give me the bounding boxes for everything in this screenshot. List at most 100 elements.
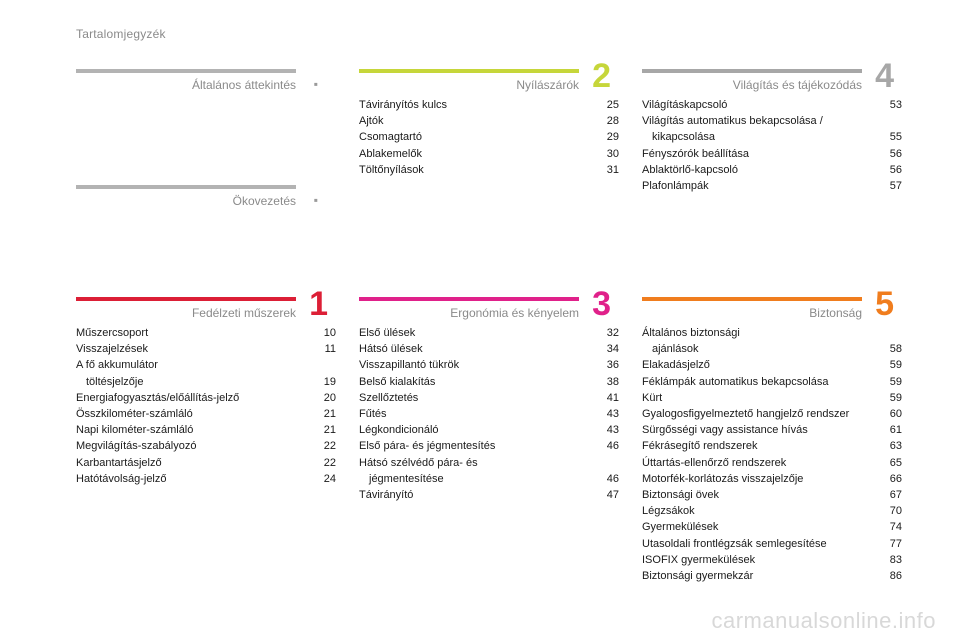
- toc-entry[interactable]: ISOFIX gyermekülések 83: [642, 552, 902, 568]
- toc-entry[interactable]: Távirányító 47: [359, 487, 619, 503]
- toc-entry[interactable]: Világítás automatikus bekapcsolása / kika…: [642, 113, 902, 145]
- toc-entry[interactable]: Hátsó ülések 34: [359, 341, 619, 357]
- toc-entry[interactable]: A fő akkumulátor töltésjelzője 19: [76, 357, 336, 389]
- section-ergonomia: Ergonómia és kényelem 3 Első ülések 32 Hátsó…: [359, 287, 619, 503]
- chapter-number: 2: [592, 57, 611, 95]
- section-altalanos: Általános áttekintés ▪: [76, 69, 336, 93]
- toc-page-number: 32: [606, 327, 619, 339]
- section-title: Biztonság: [809, 306, 862, 320]
- section-header: Ergonómia és kényelem 3: [359, 287, 619, 321]
- toc-entry[interactable]: Elakadásjelző 59: [642, 357, 902, 373]
- toc-entry-label: Elakadásjelző: [642, 359, 710, 372]
- toc-entry-label-cont: töltésjelzője: [86, 375, 144, 388]
- chapter-number: 4: [875, 57, 894, 95]
- toc-entry[interactable]: Visszapillantó tükrök 36: [359, 357, 619, 373]
- toc-entry[interactable]: Ablakemelők 30: [359, 146, 619, 162]
- toc-page-number: 53: [889, 99, 902, 111]
- toc-entry[interactable]: Szellőztetés 41: [359, 390, 619, 406]
- toc-entry[interactable]: Légkondicionáló 43: [359, 422, 619, 438]
- toc-page-number: 60: [889, 408, 902, 421]
- toc-entry[interactable]: Sürgősségi vagy assistance hívás 61: [642, 422, 902, 438]
- section-header: Általános áttekintés ▪: [76, 73, 336, 93]
- toc-entry-label-cont: jégmentesítése: [369, 472, 444, 485]
- section-title: Nyílászárók: [516, 78, 579, 92]
- toc-page-number: 43: [606, 408, 619, 421]
- toc-entry[interactable]: Féklámpák automatikus bekapcsolása 59: [642, 374, 902, 390]
- toc-entry-label: Biztonsági gyermekzár: [642, 570, 754, 583]
- toc-entry[interactable]: Gyalogosfigyelmeztető hangjelző rendszer…: [642, 406, 902, 422]
- toc-page-number: 21: [323, 424, 336, 437]
- toc-entry-label: Szellőztetés: [359, 391, 419, 404]
- toc-entry[interactable]: Első pára- és jégmentesítés 46: [359, 438, 619, 454]
- toc-entry[interactable]: Ablaktörlő-kapcsoló 56: [642, 162, 902, 178]
- toc-entry[interactable]: Energiafogyasztás/előállítás-jelző 20: [76, 390, 336, 406]
- toc-entry-label: Világítás automatikus bekapcsolása /: [642, 115, 823, 128]
- toc-page-number: 59: [889, 375, 902, 388]
- section-header: Fedélzeti műszerek 1: [76, 287, 336, 321]
- toc-entry-label: Fényszórók beállítása: [642, 147, 749, 160]
- toc-page-number: 46: [606, 440, 619, 453]
- toc-page-number: 47: [606, 489, 619, 502]
- toc-page-number: 66: [889, 472, 902, 485]
- toc-entry-label: Plafonlámpák: [642, 180, 709, 193]
- toc-entry[interactable]: Általános biztonsági ajánlások 58: [642, 325, 902, 357]
- section-biztonsag: Biztonság 5 Általános biztonsági ajánlások 5…: [642, 287, 902, 584]
- toc-entry[interactable]: Visszajelzések 11: [76, 341, 336, 357]
- section-title: Általános áttekintés: [191, 78, 296, 92]
- toc-entry[interactable]: Karbantartásjelző 22: [76, 455, 336, 471]
- toc-entry[interactable]: Csomagtartó 29: [359, 129, 619, 145]
- toc-entry[interactable]: Úttartás-ellenőrző rendszerek 65: [642, 455, 902, 471]
- toc-page-number: 20: [323, 391, 336, 404]
- toc-entry-label: Légzsákok: [642, 505, 695, 518]
- toc-entry[interactable]: Légzsákok 70: [642, 503, 902, 519]
- toc-entry[interactable]: Fűtés 43: [359, 406, 619, 422]
- toc-entry[interactable]: Gyermekülések 74: [642, 519, 902, 535]
- toc-page-number: 58: [889, 343, 902, 356]
- toc-entry[interactable]: Távirányítós kulcs 25: [359, 97, 619, 113]
- section-title: Ökovezetés: [232, 194, 296, 208]
- toc-entry[interactable]: Első ülések 32: [359, 325, 619, 341]
- toc-entry[interactable]: Utasoldali frontlégzsák semlegesítése 77: [642, 536, 902, 552]
- toc-entry-label: Légkondicionáló: [359, 424, 439, 437]
- toc-entry[interactable]: Plafonlámpák 57: [642, 178, 902, 194]
- toc-entry-label: Ablaktörlő-kapcsoló: [642, 163, 738, 176]
- toc-entry[interactable]: Ajtók 28: [359, 113, 619, 129]
- toc-entry[interactable]: Motorfék-korlátozás visszajelzője 66: [642, 471, 902, 487]
- toc-page-number: 36: [606, 359, 619, 372]
- section-title: Fedélzeti műszerek: [191, 306, 296, 320]
- toc-entry-label: Biztonsági övek: [642, 489, 720, 502]
- toc-entry[interactable]: Biztonsági övek 67: [642, 487, 902, 503]
- toc-list: Világításkapcsoló 53 Világítás automatikus…: [642, 97, 902, 194]
- toc-entry-label: Csomagtartó: [359, 131, 422, 144]
- section-fedelzeti: Fedélzeti műszerek 1 Műszercsoport 10 Vissza…: [76, 287, 336, 487]
- toc-entry-label: Visszajelzések: [76, 343, 148, 356]
- toc-entry[interactable]: Hátsó szélvédő pára- és jégmentesítése 46: [359, 455, 619, 487]
- section-title: Ergonómia és kényelem: [450, 306, 579, 320]
- toc-page-number: 63: [889, 440, 902, 453]
- toc-entry-label: Gyalogosfigyelmeztető hangjelző rendszer: [642, 408, 850, 421]
- toc-entry[interactable]: Megvilágítás-szabályozó 22: [76, 438, 336, 454]
- toc-entry[interactable]: Napi kilométer-számláló 21: [76, 422, 336, 438]
- toc-entry[interactable]: Összkilométer-számláló 21: [76, 406, 336, 422]
- toc-entry[interactable]: Töltőnyílások 31: [359, 162, 619, 178]
- chapter-number: 5: [875, 285, 894, 323]
- toc-page-number: 77: [889, 537, 902, 550]
- toc-page-number: 55: [889, 131, 902, 144]
- toc-entry[interactable]: Világításkapcsoló 53: [642, 97, 902, 113]
- toc-entry[interactable]: Kürt 59: [642, 390, 902, 406]
- toc-entry[interactable]: Fékrásegítő rendszerek 63: [642, 438, 902, 454]
- toc-page-number: 28: [606, 115, 619, 128]
- toc-entry-label: Általános biztonsági: [642, 327, 740, 339]
- toc-entry[interactable]: Műszercsoport 10: [76, 325, 336, 341]
- toc-entry-label: Hatótávolság-jelző: [76, 472, 167, 485]
- toc-entry[interactable]: Belső kialakítás 38: [359, 374, 619, 390]
- section-header: Világítás és tájékozódás 4: [642, 59, 902, 93]
- toc-entry-label: Ajtók: [359, 115, 384, 128]
- toc-entry-label: Összkilométer-számláló: [76, 408, 193, 421]
- toc-page-number: 67: [889, 489, 902, 502]
- toc-entry[interactable]: Fényszórók beállítása 56: [642, 146, 902, 162]
- toc-entry-label: Távirányítós kulcs: [359, 99, 448, 111]
- toc-entry[interactable]: Biztonsági gyermekzár 86: [642, 568, 902, 584]
- toc-entry-label: Karbantartásjelző: [76, 456, 162, 469]
- toc-entry[interactable]: Hatótávolság-jelző 24: [76, 471, 336, 487]
